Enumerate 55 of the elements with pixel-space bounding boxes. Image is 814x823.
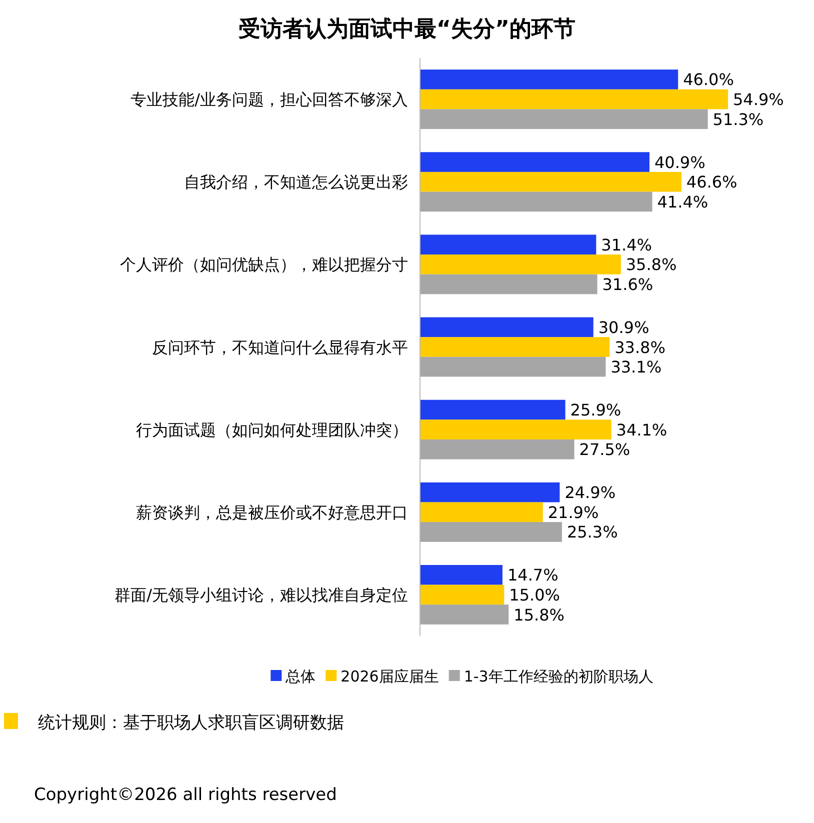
bar [420,274,598,294]
bar [420,400,566,420]
data-label: 21.9% [548,502,599,522]
bar [420,584,504,605]
y-tick-label: 自我介绍，不知道怎么说更出彩 [184,172,408,192]
bar [420,192,652,212]
bar [420,482,560,502]
bar [420,172,682,192]
bar [420,522,562,542]
y-tick-label: 薪资谈判，总是被压价或不好意思开口 [136,502,408,522]
legend-label: 2026届应届生 [340,667,439,686]
data-label: 40.9% [654,152,706,172]
bar [420,564,502,585]
data-label: 31.6% [602,275,654,294]
bar [420,109,708,130]
data-label: 41.4% [657,192,708,212]
text: 统计规则：基于职场人求职盲区调研数据 [38,713,344,734]
bar [420,502,543,522]
chart-title: 受访者认为面试中最“失分”的环节 [238,16,576,42]
bar [420,337,610,357]
data-label: 46.6% [686,172,738,192]
data-label: 46.0% [683,70,734,90]
y-tick-label: 个人评价（如问优缺点），难以把握分寸 [120,255,408,274]
bar [420,420,612,440]
y-tick-label: 行为面试题（如问如何处理团队冲突） [136,420,408,440]
data-label: 54.9% [733,90,784,110]
text: Copyright©2026 all rights reserved [34,785,337,806]
legend-label: 总体 [284,667,316,686]
bar [420,254,621,274]
data-label: 15.0% [509,585,560,604]
data-label: 15.8% [514,605,564,624]
bar [420,439,574,460]
y-tick-label: 反问环节，不知道问什么显得有水平 [152,338,408,357]
data-label: 25.3% [566,522,618,542]
data-label: 25.9% [570,400,622,420]
bar [420,317,594,338]
data-label: 34.1% [616,420,668,440]
bar [420,89,728,110]
bar [420,152,650,172]
legend-label: 1-3年工作经验的初阶职场人 [464,667,654,686]
data-label: 35.8% [626,255,677,274]
data-label: 30.9% [598,318,650,337]
data-label: 31.4% [601,235,652,254]
data-label: 14.7% [507,566,558,585]
y-tick-label: 群面/无领导小组讨论，难以找准自身定位 [114,585,408,604]
data-label: 51.3% [712,110,764,129]
bar [420,604,509,624]
data-label: 33.1% [610,358,662,377]
data-label: 27.5% [579,440,630,460]
data-label: 33.8% [614,338,666,357]
data-label: 24.9% [564,483,616,502]
bar [420,234,596,255]
bar [420,356,606,377]
y-tick-label: 专业技能/业务问题，担心回答不够深入 [130,90,408,110]
bar [420,70,678,90]
